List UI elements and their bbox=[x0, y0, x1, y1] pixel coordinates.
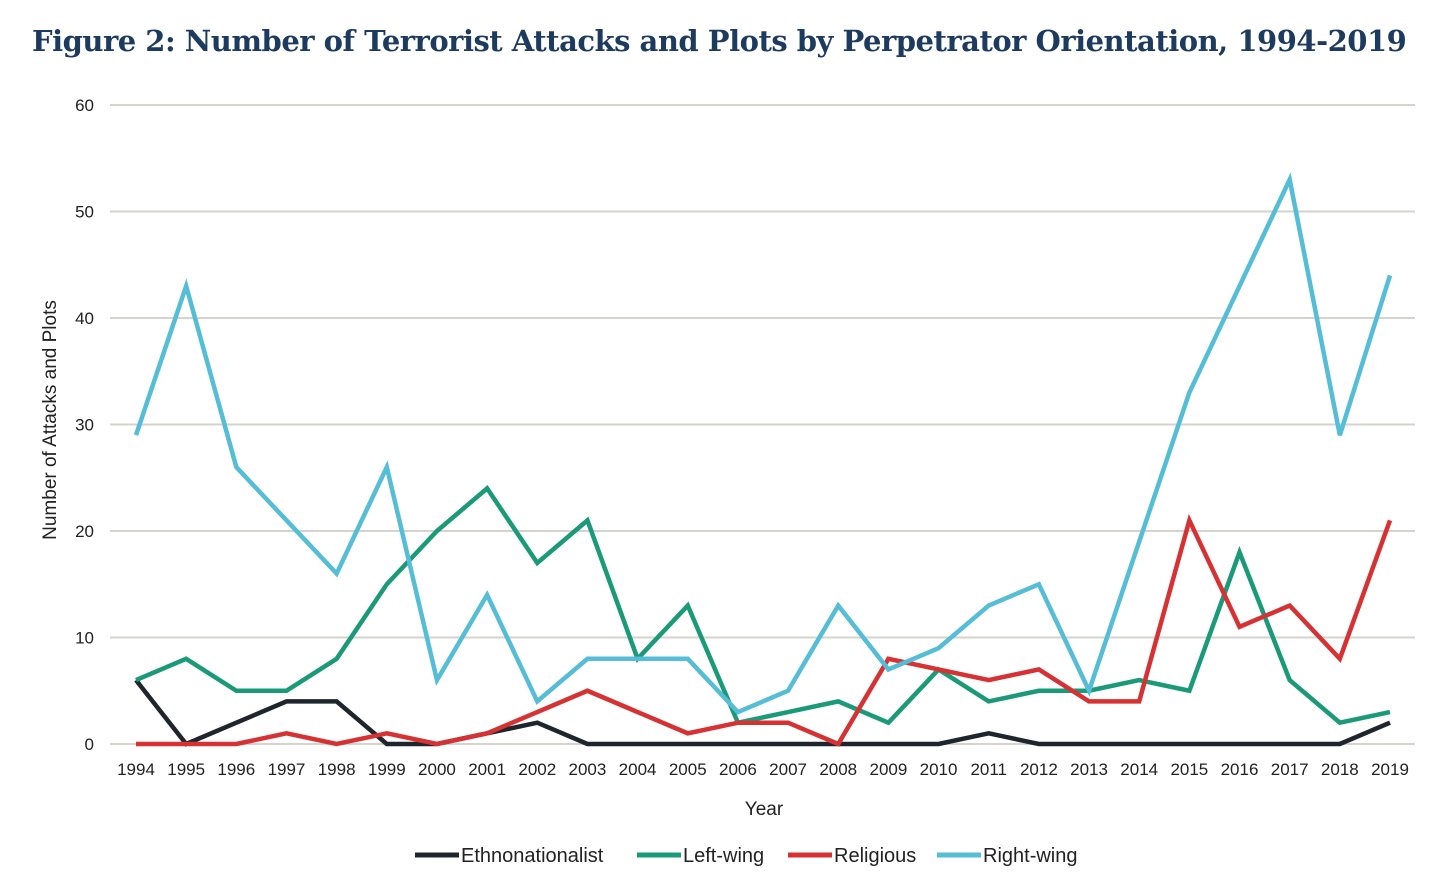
x-tick-label: 2013 bbox=[1070, 760, 1108, 779]
y-tick-label: 60 bbox=[75, 96, 94, 115]
series-line-right-wing bbox=[133, 172, 1393, 715]
legend-label: Left-wing bbox=[683, 845, 764, 867]
legend-label: Right-wing bbox=[983, 845, 1077, 867]
legend-label: Ethnonationalist bbox=[461, 845, 604, 867]
x-tick-label: 1999 bbox=[368, 760, 406, 779]
x-tick-label: 2009 bbox=[869, 760, 907, 779]
y-tick-label: 30 bbox=[75, 416, 94, 435]
x-tick-label: 2016 bbox=[1221, 760, 1259, 779]
x-tick-label: 2007 bbox=[769, 760, 807, 779]
y-tick-label: 20 bbox=[75, 522, 94, 541]
x-tick-label: 1994 bbox=[117, 760, 155, 779]
x-tick-label: 2011 bbox=[970, 760, 1007, 779]
y-tick-label: 50 bbox=[75, 203, 94, 222]
x-tick-label: 2018 bbox=[1321, 760, 1359, 779]
x-tick-label: 2000 bbox=[418, 760, 456, 779]
series-line-ethnonationalist bbox=[134, 678, 1391, 747]
x-tick-label: 2006 bbox=[719, 760, 757, 779]
y-tick-label: 10 bbox=[75, 629, 94, 648]
x-tick-label: 1996 bbox=[217, 760, 255, 779]
series-line-religious bbox=[136, 513, 1393, 747]
x-tick-label: 2005 bbox=[669, 760, 707, 779]
x-tick-label: 2015 bbox=[1170, 760, 1208, 779]
series-line-left-wing bbox=[135, 485, 1391, 726]
x-tick-label: 2004 bbox=[619, 760, 657, 779]
y-tick-label: 40 bbox=[75, 309, 94, 328]
x-tick-label: 2014 bbox=[1120, 760, 1158, 779]
x-tick-label: 2017 bbox=[1271, 760, 1309, 779]
x-tick-label: 1997 bbox=[268, 760, 306, 779]
y-axis-label: Number of Attacks and Plots bbox=[40, 300, 61, 540]
x-tick-label: 2008 bbox=[819, 760, 857, 779]
chart-title: Figure 2: Number of Terrorist Attacks an… bbox=[32, 24, 1407, 58]
x-tick-label: 2019 bbox=[1371, 760, 1409, 779]
x-tick-label: 2012 bbox=[1020, 760, 1058, 779]
legend-label: Religious bbox=[834, 845, 916, 867]
x-tick-label: 2003 bbox=[569, 760, 607, 779]
x-tick-label: 1998 bbox=[318, 760, 356, 779]
x-axis-label: Year bbox=[745, 799, 784, 820]
x-tick-label: 2001 bbox=[468, 760, 506, 779]
x-tick-label: 2002 bbox=[518, 760, 556, 779]
x-tick-label: 1995 bbox=[167, 760, 205, 779]
x-tick-label: 2010 bbox=[920, 760, 958, 779]
y-tick-label: 0 bbox=[85, 735, 94, 754]
